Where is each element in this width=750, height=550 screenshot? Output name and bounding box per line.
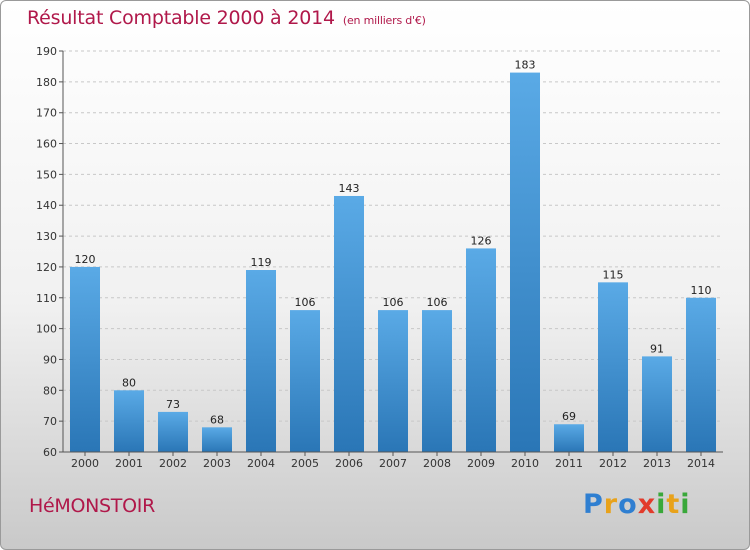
data-label-2011: 69 — [562, 410, 576, 423]
x-tick-label-2009: 2009 — [467, 457, 495, 470]
bar-2006 — [334, 195, 364, 452]
x-tick-label-2005: 2005 — [291, 457, 319, 470]
data-label-2005: 106 — [295, 296, 316, 309]
bar-2014 — [686, 297, 716, 452]
data-label-2010: 183 — [515, 59, 536, 72]
bar-2011 — [554, 424, 584, 452]
bar-2010 — [510, 72, 540, 452]
bar-2003 — [202, 427, 232, 452]
data-label-2002: 73 — [166, 398, 180, 411]
y-tick-label: 110 — [36, 292, 57, 305]
y-tick-label: 100 — [36, 323, 57, 336]
x-tick-label-2002: 2002 — [159, 457, 187, 470]
data-label-2006: 143 — [339, 182, 360, 195]
y-tick-label: 150 — [36, 168, 57, 181]
bar-2004 — [246, 270, 276, 452]
y-tick-label: 180 — [36, 76, 57, 89]
data-label-2004: 119 — [251, 256, 272, 269]
x-tick-label-2007: 2007 — [379, 457, 407, 470]
bar-2005 — [290, 310, 320, 452]
bar-2008 — [422, 310, 452, 452]
x-tick-label-2001: 2001 — [115, 457, 143, 470]
x-tick-label-2013: 2013 — [643, 457, 671, 470]
y-tick-label: 190 — [36, 45, 57, 58]
data-label-2012: 115 — [603, 268, 624, 281]
bar-2002 — [158, 411, 188, 452]
x-tick-label-2008: 2008 — [423, 457, 451, 470]
y-tick-label: 80 — [43, 384, 57, 397]
x-tick-label-2003: 2003 — [203, 457, 231, 470]
data-label-2001: 80 — [122, 376, 136, 389]
bar-2012 — [598, 282, 628, 452]
data-label-2009: 126 — [471, 234, 492, 247]
chart-title: Résultat Comptable 2000 à 2014 (en millie… — [27, 7, 426, 29]
x-tick-label-2000: 2000 — [71, 457, 99, 470]
bar-2009 — [466, 248, 496, 452]
x-tick-label-2006: 2006 — [335, 457, 363, 470]
y-tick-label: 120 — [36, 261, 57, 274]
data-label-2008: 106 — [427, 296, 448, 309]
y-tick-label: 60 — [43, 446, 57, 459]
location-name: HéMONSTOIR — [29, 495, 155, 517]
data-label-2007: 106 — [383, 296, 404, 309]
x-tick-label-2010: 2010 — [511, 457, 539, 470]
data-label-2003: 68 — [210, 413, 224, 426]
bar-2007 — [378, 310, 408, 452]
data-label-2013: 91 — [650, 342, 664, 355]
chart-subtitle: (en milliers d'€) — [342, 14, 426, 27]
proxiti-logo: Proxiti — [583, 489, 691, 520]
y-tick-label: 140 — [36, 199, 57, 212]
chart-title-text: Résultat Comptable 2000 à 2014 — [27, 7, 335, 29]
y-tick-label: 130 — [36, 230, 57, 243]
bar-2000 — [70, 266, 100, 452]
x-tick-label-2014: 2014 — [687, 457, 715, 470]
data-label-2014: 110 — [691, 284, 712, 297]
y-tick-label: 160 — [36, 138, 57, 151]
data-label-2000: 120 — [75, 253, 96, 266]
y-tick-label: 170 — [36, 107, 57, 120]
y-tick-label: 90 — [43, 353, 57, 366]
bar-2001 — [114, 390, 144, 452]
x-tick-label-2011: 2011 — [555, 457, 583, 470]
bar-2013 — [642, 356, 672, 452]
x-tick-label-2004: 2004 — [247, 457, 275, 470]
y-tick-label: 70 — [43, 415, 57, 428]
x-tick-label-2012: 2012 — [599, 457, 627, 470]
